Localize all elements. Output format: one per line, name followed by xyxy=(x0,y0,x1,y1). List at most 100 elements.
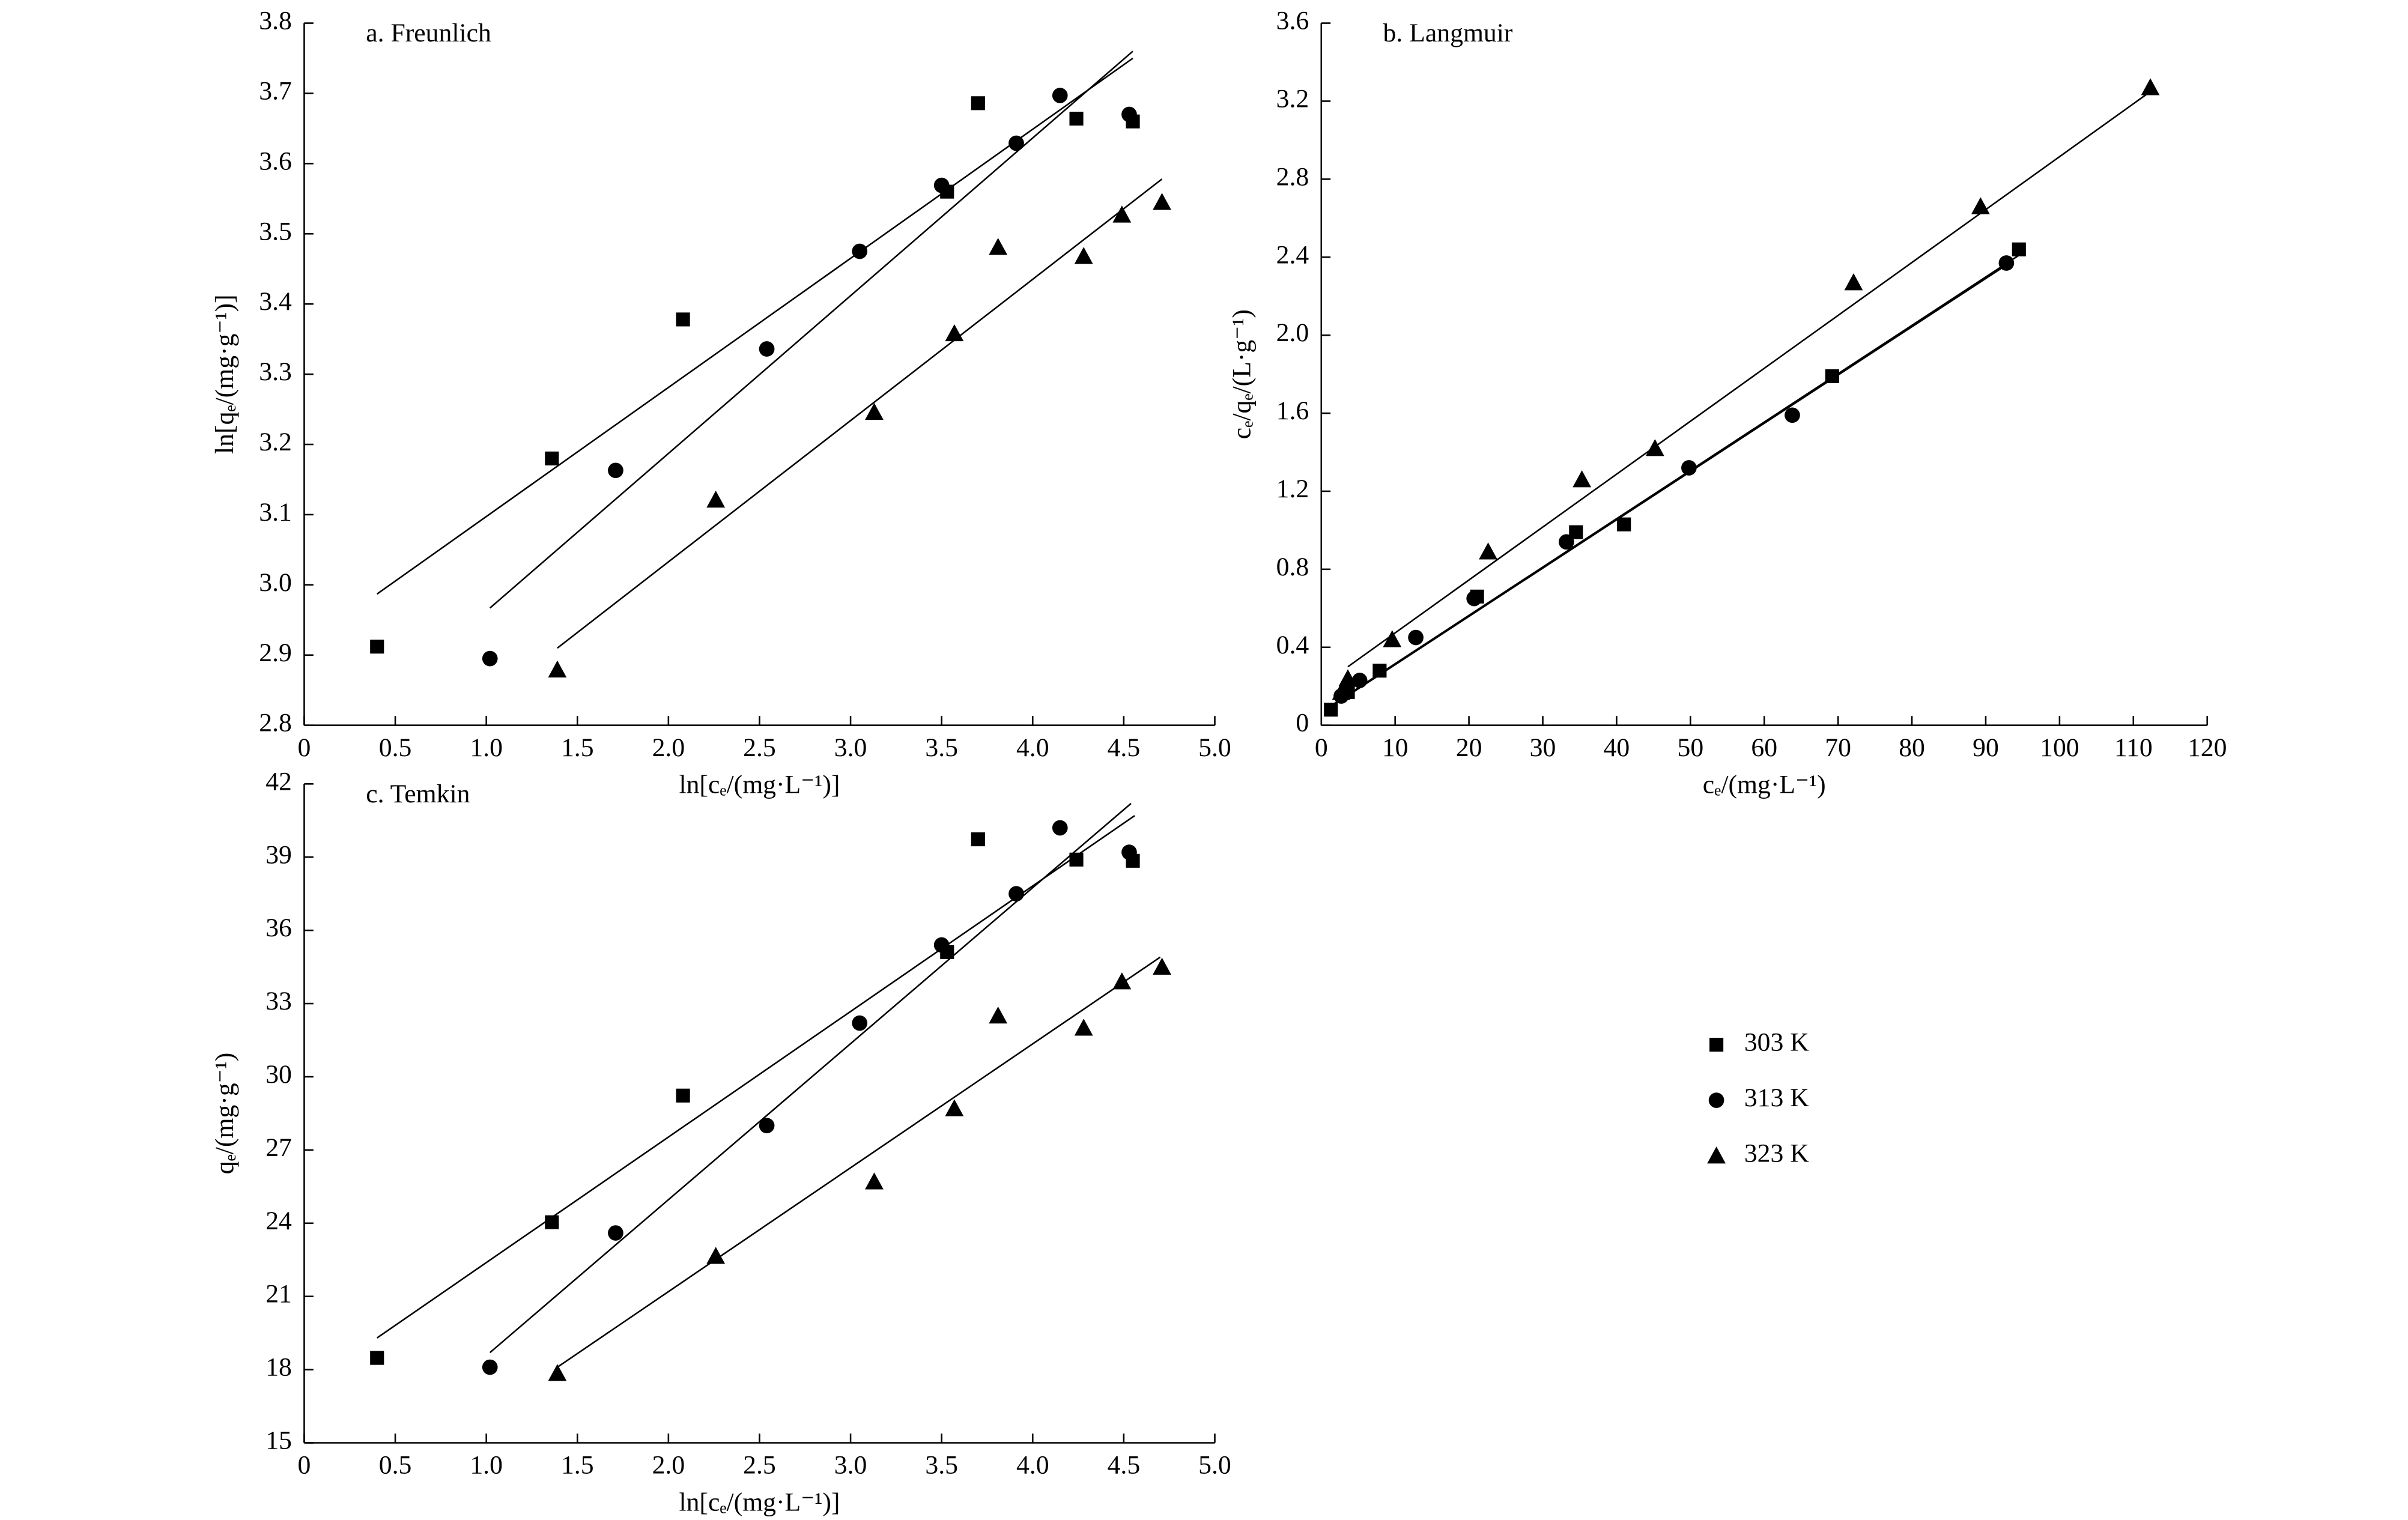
marker-circle xyxy=(608,1225,623,1241)
x-tick-label: 110 xyxy=(2114,733,2153,762)
marker-circle xyxy=(1681,460,1697,476)
y-tick-label: 2.8 xyxy=(1276,162,1309,191)
x-tick-label: 0 xyxy=(1315,733,1328,762)
chart-title: c. Temkin xyxy=(366,780,470,808)
y-tick-label: 3.7 xyxy=(259,76,292,105)
marker-circle xyxy=(1998,255,2015,271)
marker-circle xyxy=(1785,407,1800,423)
x-tick-label: 0 xyxy=(298,733,311,762)
x-tick-label: 0.5 xyxy=(379,733,412,762)
y-axis-label: qₑ/(mg·g⁻¹) xyxy=(210,1053,239,1175)
fit-line xyxy=(489,802,1132,1354)
y-tick-label: 18 xyxy=(265,1353,292,1382)
x-tick-label: 1.5 xyxy=(561,1451,594,1480)
chart-title: a. Freunlich xyxy=(366,19,491,47)
marker-triangle xyxy=(1074,247,1093,264)
marker-triangle xyxy=(548,660,567,678)
y-tick-label: 3.8 xyxy=(259,7,292,35)
y-tick-label: 1.2 xyxy=(1276,474,1309,503)
marker-triangle xyxy=(1707,1146,1726,1164)
fit-line xyxy=(489,50,1133,609)
marker-triangle xyxy=(1479,542,1497,560)
marker-circle xyxy=(933,937,950,953)
marker-triangle xyxy=(865,1172,884,1190)
x-tick-label: 120 xyxy=(2188,733,2227,762)
y-tick-label: 27 xyxy=(265,1133,292,1162)
marker-circle xyxy=(1008,135,1024,151)
marker-circle xyxy=(759,1118,775,1134)
marker-square xyxy=(971,96,985,111)
marker-square xyxy=(1069,852,1084,867)
fit-line xyxy=(1330,254,2019,707)
x-tick-label: 100 xyxy=(2040,733,2079,762)
marker-triangle xyxy=(1645,439,1664,456)
marker-triangle xyxy=(1112,972,1132,990)
x-axis-label: ln[cₑ/(mg·L⁻¹)] xyxy=(679,770,840,799)
marker-triangle xyxy=(1153,957,1171,975)
chart-title: b. Langmuir xyxy=(1383,19,1513,47)
marker-circle xyxy=(933,177,950,193)
marker-square xyxy=(1324,703,1338,717)
marker-triangle xyxy=(1383,630,1402,647)
marker-square xyxy=(1825,369,1839,383)
marker-triangle xyxy=(1971,197,1990,214)
marker-circle xyxy=(852,243,868,259)
y-tick-label: 30 xyxy=(265,1060,292,1089)
x-tick-label: 80 xyxy=(1899,733,1925,762)
x-tick-label: 2.0 xyxy=(652,733,685,762)
y-tick-label: 15 xyxy=(265,1426,292,1455)
marker-square xyxy=(1617,517,1631,531)
y-tick-label: 3.3 xyxy=(259,357,292,386)
marker-triangle xyxy=(945,1099,964,1116)
y-tick-label: 3.1 xyxy=(259,498,292,527)
y-tick-label: 2.8 xyxy=(259,709,292,737)
y-tick-label: 42 xyxy=(265,767,292,796)
x-tick-label: 1.0 xyxy=(470,1451,503,1480)
marker-circle xyxy=(1408,629,1424,646)
marker-square xyxy=(676,312,690,327)
fit-line xyxy=(557,956,1161,1368)
y-tick-label: 3.2 xyxy=(1276,84,1309,113)
x-tick-label: 3.5 xyxy=(925,733,958,762)
marker-triangle xyxy=(1153,193,1171,210)
y-tick-label: 2.0 xyxy=(1276,318,1309,347)
x-tick-label: 40 xyxy=(1604,733,1630,762)
fit-line xyxy=(377,815,1135,1339)
x-tick-label: 1.0 xyxy=(470,733,503,762)
marker-triangle xyxy=(989,1006,1008,1024)
y-tick-label: 2.9 xyxy=(259,638,292,667)
legend-label: 323 K xyxy=(1744,1139,1809,1168)
x-tick-label: 0.5 xyxy=(379,1451,412,1480)
y-tick-label: 21 xyxy=(265,1280,292,1309)
marker-triangle xyxy=(706,1247,726,1264)
x-tick-label: 2.5 xyxy=(743,733,776,762)
marker-circle xyxy=(482,650,498,667)
marker-triangle xyxy=(1572,470,1592,488)
y-axis-label: cₑ/qₑ/(L·g⁻¹) xyxy=(1227,309,1256,439)
x-tick-label: 4.0 xyxy=(1016,733,1049,762)
legend-label: 313 K xyxy=(1744,1083,1809,1112)
marker-circle xyxy=(1052,820,1068,836)
x-tick-label: 4.5 xyxy=(1108,1451,1141,1480)
y-tick-label: 39 xyxy=(265,840,292,869)
x-tick-label: 90 xyxy=(1973,733,1999,762)
marker-circle xyxy=(1008,886,1024,902)
x-tick-label: 30 xyxy=(1530,733,1556,762)
marker-square xyxy=(1709,1038,1724,1052)
marker-triangle xyxy=(1338,669,1357,686)
marker-square xyxy=(676,1088,690,1103)
marker-square xyxy=(971,832,985,847)
y-tick-label: 3.6 xyxy=(259,147,292,175)
x-tick-label: 5.0 xyxy=(1198,1451,1231,1480)
x-axis-label: ln[cₑ/(mg·L⁻¹)] xyxy=(679,1488,840,1516)
x-tick-label: 3.0 xyxy=(834,733,867,762)
marker-square xyxy=(1069,111,1084,126)
y-tick-label: 0.8 xyxy=(1276,553,1309,581)
y-tick-label: 0.4 xyxy=(1276,631,1309,659)
marker-triangle xyxy=(706,490,726,508)
marker-circle xyxy=(1558,534,1574,550)
x-tick-label: 4.5 xyxy=(1108,733,1141,762)
marker-triangle xyxy=(1844,273,1863,291)
